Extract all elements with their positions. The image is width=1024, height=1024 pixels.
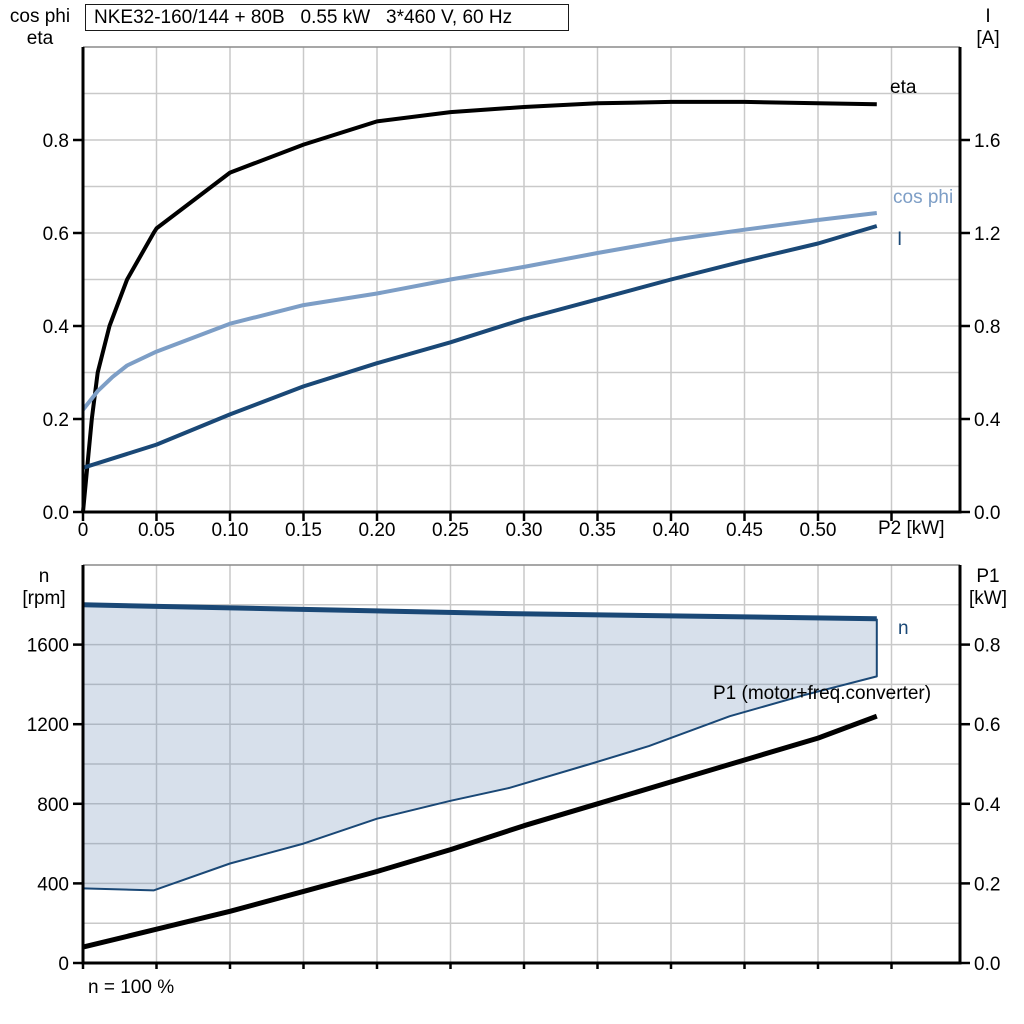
svg-text:0.8: 0.8	[43, 131, 69, 152]
svg-text:0.0: 0.0	[974, 954, 1000, 975]
svg-text:0: 0	[78, 520, 89, 541]
curve-label-n: n	[898, 618, 909, 639]
bottom-left-axis-title-n: n	[38, 566, 50, 587]
x-axis-label-p2: P2 [kW]	[878, 518, 945, 539]
svg-text:0.50: 0.50	[800, 520, 837, 541]
svg-text:0.45: 0.45	[726, 520, 763, 541]
curve-label-current: I	[897, 229, 903, 250]
svg-text:0.6: 0.6	[974, 715, 1000, 736]
svg-text:1.2: 1.2	[974, 224, 1000, 245]
top-left-axis-title-eta: eta	[26, 28, 54, 49]
svg-text:1600: 1600	[27, 636, 69, 657]
svg-text:400: 400	[37, 874, 69, 895]
svg-text:0.4: 0.4	[43, 317, 70, 338]
top-right-axis-title-current: I	[985, 6, 991, 27]
top-left-axis-title-cos-phi: cos phi	[9, 6, 71, 27]
bottom-right-axis-title-unit: [kW]	[969, 588, 1007, 609]
svg-text:0.10: 0.10	[212, 520, 249, 541]
curve-label-p1: P1 (motor+freq.converter)	[713, 683, 932, 704]
chart-title-box: NKE32-160/144 + 80B 0.55 kW 3*460 V, 60 …	[85, 4, 569, 31]
svg-text:0.8: 0.8	[974, 317, 1000, 338]
svg-text:800: 800	[37, 795, 69, 816]
svg-text:0.25: 0.25	[432, 520, 469, 541]
bottom-left-axis-title-unit: [rpm]	[22, 588, 66, 609]
top-right-axis-title-unit: [A]	[976, 28, 1000, 49]
svg-text:0.0: 0.0	[43, 503, 69, 524]
svg-text:1200: 1200	[27, 715, 69, 736]
svg-text:0.2: 0.2	[974, 874, 1000, 895]
svg-text:0.30: 0.30	[506, 520, 543, 541]
curve-label-eta: eta	[890, 77, 917, 98]
svg-text:0.8: 0.8	[974, 636, 1000, 657]
svg-text:0.4: 0.4	[974, 410, 1001, 431]
bottom-right-axis-title-p1: P1	[976, 566, 1000, 587]
svg-text:0.4: 0.4	[974, 795, 1001, 816]
svg-text:0.0: 0.0	[974, 503, 1000, 524]
svg-text:0.6: 0.6	[43, 224, 69, 245]
svg-text:0.05: 0.05	[138, 520, 175, 541]
svg-text:0.35: 0.35	[579, 520, 616, 541]
footnote-speed: n = 100 %	[88, 977, 175, 998]
svg-text:0: 0	[58, 954, 69, 975]
svg-text:0.2: 0.2	[43, 410, 69, 431]
curve-label-cos-phi: cos phi	[893, 187, 954, 208]
svg-text:0.15: 0.15	[285, 520, 322, 541]
svg-text:0.20: 0.20	[359, 520, 396, 541]
svg-text:1.6: 1.6	[974, 131, 1000, 152]
svg-text:0.40: 0.40	[653, 520, 690, 541]
